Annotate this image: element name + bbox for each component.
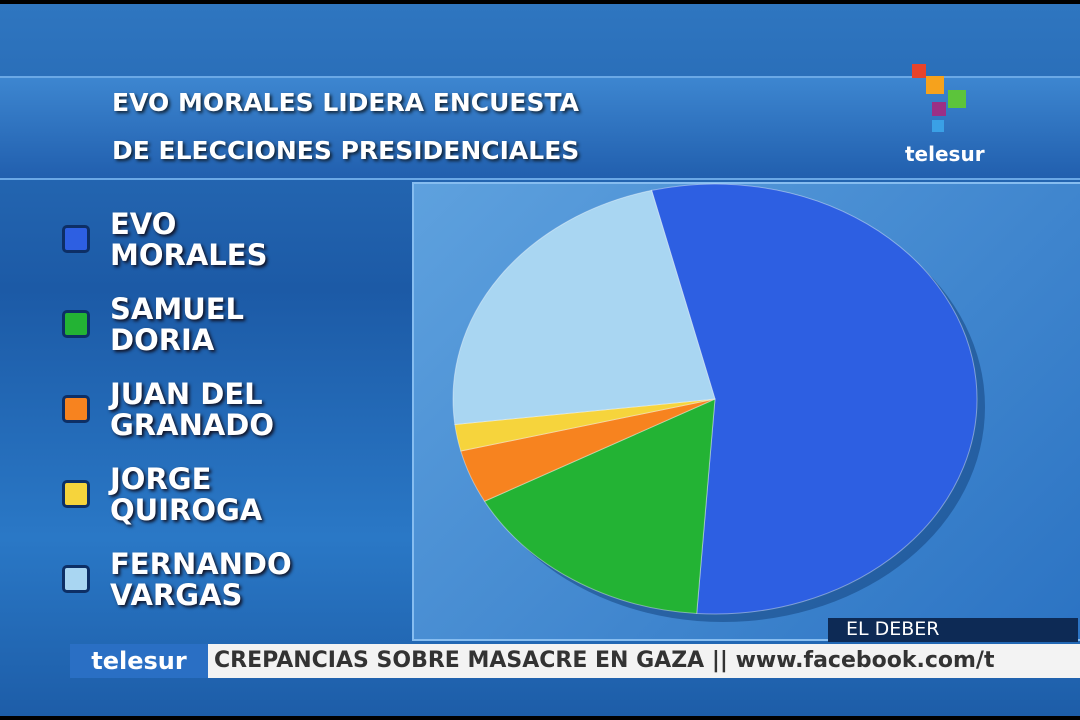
legend-swatch — [62, 395, 90, 423]
title-bar — [0, 76, 1080, 180]
pie-slice — [460, 398, 716, 502]
legend-swatch — [62, 225, 90, 253]
pie-slice — [452, 189, 716, 426]
legend-label: SAMUEL DORIA — [110, 292, 245, 357]
title-line: DE ELECCIONES PRESIDENCIALES — [112, 136, 580, 165]
legend-label: JUAN DEL GRANADO — [110, 377, 275, 442]
legend-item: SAMUEL DORIA — [62, 294, 315, 356]
legend-swatch — [62, 480, 90, 508]
legend-label: FERNANDO VARGAS — [110, 547, 292, 612]
source: EL DEBER — [828, 618, 1078, 642]
ticker-text: CREPANCIAS SOBRE MASACRE EN GAZA || www.… — [214, 648, 995, 673]
legend-item: JORGE QUIROGA — [62, 464, 315, 526]
legend-swatch — [62, 310, 90, 338]
ticker-brand: telesur — [70, 644, 208, 678]
logo-icon — [912, 64, 966, 132]
pie-chart — [452, 183, 985, 622]
pie-slice — [454, 398, 716, 452]
legend-item: EVO MORALES — [62, 209, 315, 271]
legend-label: EVO MORALES — [110, 207, 268, 272]
ticker: telesur CREPANCIAS SOBRE MASACRE EN GAZA… — [70, 644, 1080, 678]
pie-slice — [483, 398, 716, 615]
legend-item: JUAN DEL GRANADO — [62, 379, 315, 441]
legend-label: JORGE QUIROGA — [110, 462, 263, 527]
legend-swatch — [62, 565, 90, 593]
pie-slice — [650, 183, 978, 615]
title-line: EVO MORALES LIDERA ENCUESTA — [112, 88, 579, 117]
logo: telesur — [905, 142, 985, 166]
screen: EVO MORALES LIDERA ENCUESTA DE ELECCIONE… — [0, 4, 1080, 716]
legend-item: FERNANDO VARGAS — [62, 549, 315, 611]
